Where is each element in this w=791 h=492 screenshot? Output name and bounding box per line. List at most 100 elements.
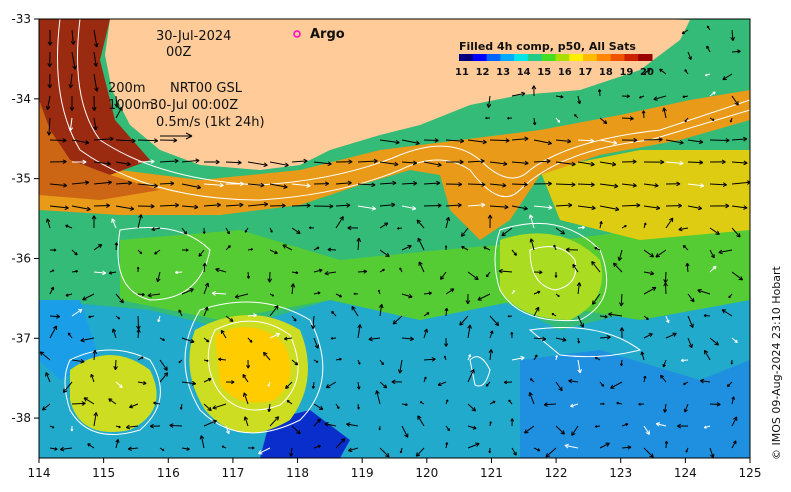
current-arrow xyxy=(159,181,175,186)
current-arrow xyxy=(47,51,53,68)
current-arrow xyxy=(90,373,95,383)
sst-leeuwin-current xyxy=(39,90,750,240)
current-arrow xyxy=(327,247,337,252)
current-arrow xyxy=(399,447,403,454)
current-arrow xyxy=(115,293,124,304)
current-arrow xyxy=(335,357,342,361)
current-arrow xyxy=(125,424,139,430)
current-arrow xyxy=(643,286,657,295)
current-arrow xyxy=(324,270,337,276)
colorbar-swatch xyxy=(472,54,488,61)
argo-label: Argo xyxy=(310,27,345,42)
current-arrow xyxy=(555,425,565,435)
current-arrow xyxy=(49,286,55,295)
current-arrow xyxy=(488,349,494,361)
colorbar-tick-label: 18 xyxy=(599,67,613,78)
current-arrow xyxy=(291,227,301,235)
current-arrow xyxy=(704,349,711,361)
current-arrow xyxy=(313,444,322,449)
current-arrow xyxy=(203,403,212,412)
current-arrow xyxy=(574,114,579,119)
current-arrow xyxy=(218,357,227,362)
colorbar-swatch xyxy=(541,54,556,61)
current-arrow xyxy=(67,332,73,339)
current-arrow xyxy=(699,378,711,384)
current-arrow xyxy=(599,183,619,189)
current-arrow xyxy=(203,282,210,295)
colorbar-swatch xyxy=(610,54,625,61)
current-arrow xyxy=(610,381,623,389)
current-arrow xyxy=(731,180,750,185)
current-arrow xyxy=(401,180,418,186)
current-arrow xyxy=(335,438,346,449)
current-arrow xyxy=(555,202,573,208)
colorbar-tick-label: 19 xyxy=(619,67,633,78)
map-plot-area xyxy=(39,19,750,458)
current-arrow xyxy=(687,293,695,303)
current-arrow xyxy=(71,249,78,256)
current-arrow xyxy=(401,139,420,146)
current-arrow xyxy=(291,183,311,188)
current-arrow xyxy=(697,288,711,295)
current-arrow xyxy=(445,399,449,405)
current-arrow xyxy=(246,359,251,369)
current-arrow xyxy=(159,372,169,383)
current-arrow xyxy=(137,203,155,209)
current-arrow xyxy=(181,158,200,164)
colorbar-swatch xyxy=(500,54,515,61)
current-arrow xyxy=(599,314,608,319)
current-arrow xyxy=(423,180,441,186)
current-arrow xyxy=(290,283,296,295)
current-arrow xyxy=(313,161,332,167)
current-arrow xyxy=(49,138,67,143)
current-arrow xyxy=(202,262,207,273)
current-arrow xyxy=(159,447,165,452)
y-tick-label: -36 xyxy=(11,251,31,265)
colorbar-swatch xyxy=(583,54,598,61)
current-arrow xyxy=(599,334,611,340)
colorbar-tick-label: 17 xyxy=(578,67,592,78)
current-arrow xyxy=(392,315,403,325)
current-arrow xyxy=(459,315,469,326)
current-arrow xyxy=(489,315,500,327)
current-arrow xyxy=(244,227,249,233)
x-tick-label: 115 xyxy=(92,466,115,480)
colorbar-swatch xyxy=(624,54,639,61)
current-arrow xyxy=(137,183,158,189)
current-arrow xyxy=(683,381,689,386)
current-arrow xyxy=(202,227,206,234)
current-arrow xyxy=(599,205,620,212)
x-tick-label: 123 xyxy=(609,466,632,480)
current-arrow xyxy=(417,237,425,251)
x-tick-label: 122 xyxy=(545,466,568,480)
current-arrow xyxy=(181,204,199,210)
current-arrow xyxy=(151,227,161,232)
current-arrow xyxy=(444,245,448,251)
current-arrow xyxy=(181,447,190,451)
current-arrow xyxy=(247,446,255,450)
current-arrow xyxy=(257,447,271,455)
current-arrow xyxy=(137,138,159,143)
current-arrow xyxy=(511,160,529,166)
current-arrow xyxy=(65,293,73,297)
current-arrow xyxy=(46,117,52,136)
current-arrow xyxy=(533,270,543,275)
current-arrow xyxy=(397,227,403,230)
current-arrow xyxy=(49,182,68,188)
current-arrow xyxy=(443,355,447,361)
current-arrow xyxy=(225,315,234,322)
current-arrow xyxy=(643,270,655,276)
current-arrow xyxy=(115,425,121,429)
current-arrow xyxy=(357,158,378,164)
current-arrow xyxy=(379,381,388,389)
current-arrow xyxy=(49,205,69,211)
current-arrow xyxy=(71,308,83,317)
current-arrow xyxy=(335,216,344,229)
current-arrow xyxy=(181,288,194,295)
current-arrow xyxy=(529,378,535,383)
current-arrow xyxy=(68,117,74,132)
current-arrow xyxy=(721,309,733,317)
colorbar-swatch xyxy=(486,54,501,61)
current-arrow xyxy=(335,293,343,298)
current-arrow xyxy=(533,290,541,295)
